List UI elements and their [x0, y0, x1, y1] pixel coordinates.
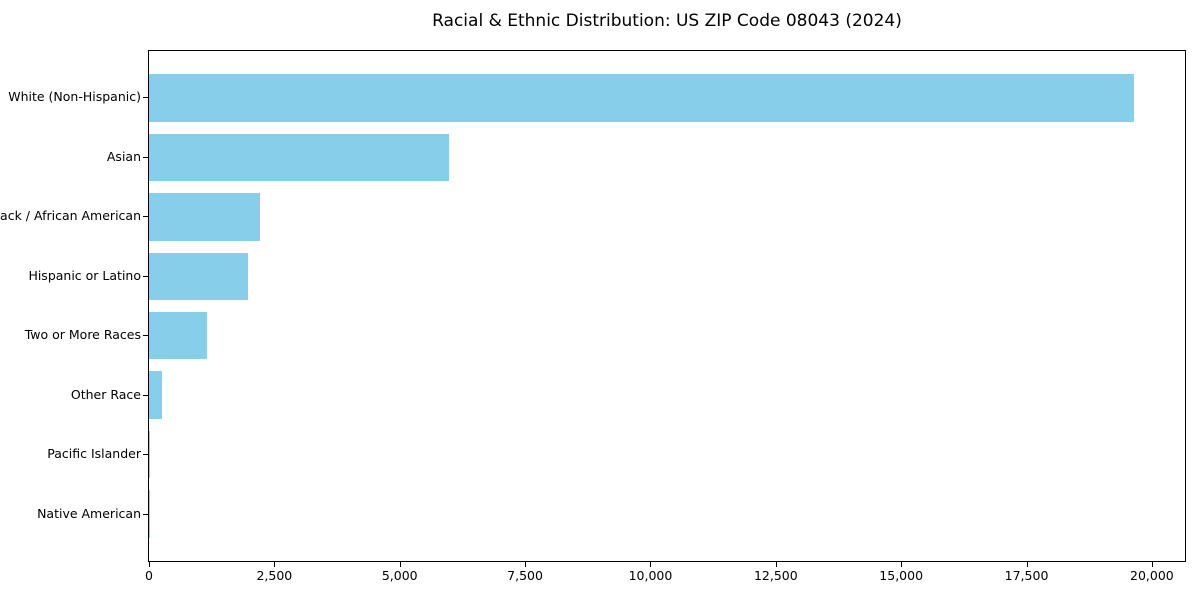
y-tick-label: Asian [106, 148, 141, 164]
bar [149, 371, 162, 419]
bar [149, 252, 249, 301]
x-tick-label: 0 [145, 568, 153, 583]
x-tick-mark [149, 562, 150, 567]
y-tick-label: Pacific Islander [47, 446, 141, 462]
chart-title: Racial & Ethnic Distribution: US ZIP Cod… [432, 11, 902, 31]
x-tick-mark [901, 562, 903, 567]
y-tick-label: Two or More Races [24, 327, 141, 343]
x-tick-label: 10,000 [628, 568, 673, 583]
bar [149, 430, 151, 479]
x-tick-label: 2,500 [256, 568, 293, 583]
bar [149, 193, 260, 241]
x-tick-mark [1026, 562, 1028, 567]
x-tick-mark [525, 562, 527, 567]
x-tick-mark [775, 562, 777, 567]
x-tick-mark [274, 562, 276, 567]
x-tick-label: 15,000 [879, 568, 924, 583]
x-tick-label: 17,500 [1004, 568, 1049, 583]
y-tick-mark [143, 156, 148, 158]
x-tick-label: 20,000 [1130, 568, 1174, 583]
x-tick-label: 5,000 [381, 568, 418, 583]
y-tick-label: Native American [37, 505, 141, 521]
x-tick-mark [650, 562, 652, 567]
y-tick-label: White (Non-Hispanic) [8, 89, 141, 105]
y-tick-label: Hispanic or Latino [28, 267, 141, 283]
x-tick-label: 12,500 [753, 568, 798, 583]
y-tick-label: Other Race [70, 386, 141, 402]
y-tick-mark [143, 394, 148, 396]
x-tick-label: 7,500 [507, 568, 543, 583]
bar [149, 490, 150, 538]
plot-area: White (Non-Hispanic) Asian Black / African… [0, 50, 1186, 582]
bar [149, 133, 449, 182]
y-tick-mark [143, 454, 148, 456]
y-tick-mark [143, 97, 148, 99]
bar [149, 311, 207, 360]
y-tick-mark [143, 275, 148, 277]
x-tick-mark [1151, 562, 1153, 567]
y-tick-mark [143, 335, 148, 337]
y-tick-mark [143, 513, 148, 515]
bar [149, 74, 1135, 122]
y-tick-mark [143, 216, 148, 218]
y-tick-label: Black / African American [0, 208, 141, 224]
x-tick-mark [399, 562, 401, 567]
